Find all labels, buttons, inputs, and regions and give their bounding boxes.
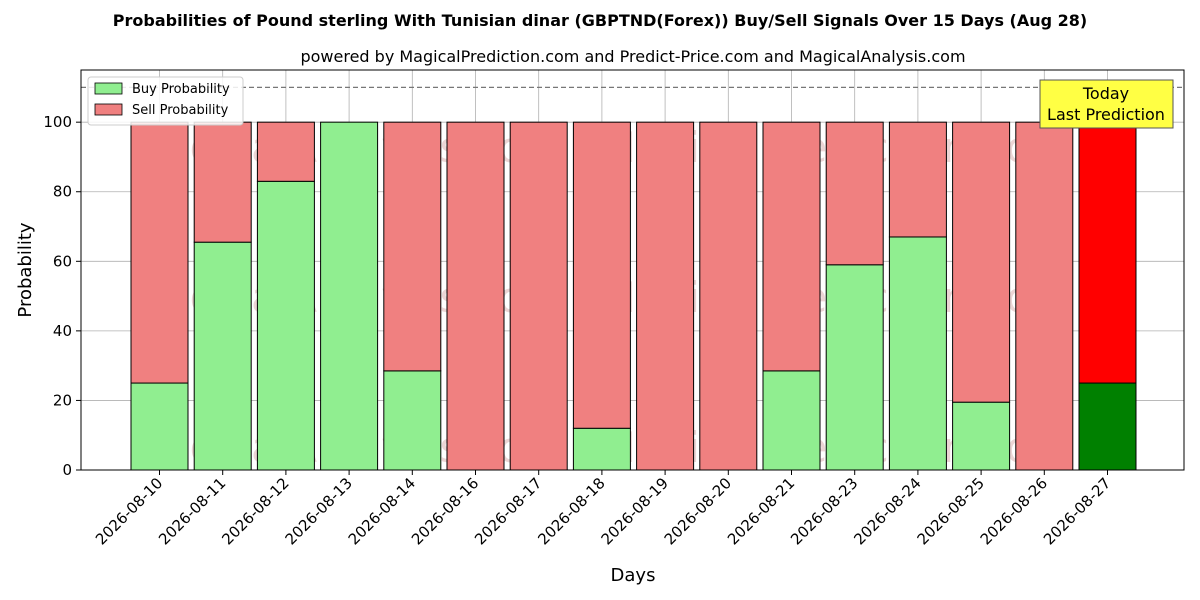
legend: Buy Probability Sell Probability	[87, 76, 244, 126]
chart-title: Probabilities of Pound sterling With Tun…	[113, 11, 1087, 30]
x-tick-label: 2026-08-11	[155, 474, 229, 548]
legend-label-sell: Sell Probability	[132, 103, 229, 118]
bar-sell	[572, 121, 631, 429]
bar-sell	[383, 121, 442, 372]
chart-subtitle: powered by MagicalPrediction.com and Pre…	[300, 47, 965, 66]
bar-buy	[383, 370, 442, 471]
x-tick-label: 2026-08-21	[724, 474, 798, 548]
x-tick-label: 2026-08-14	[345, 474, 419, 548]
x-axis-label: Days	[611, 565, 656, 586]
plot-frame	[80, 69, 1185, 471]
bar-sell	[256, 121, 315, 182]
bar-sell	[1078, 121, 1137, 384]
bar-sell	[825, 121, 884, 266]
bars	[130, 121, 1137, 471]
x-tick-label: 2026-08-23	[787, 474, 861, 548]
annotation-line-today: Today	[1082, 84, 1129, 103]
x-tick-label: 2026-08-13	[282, 474, 356, 548]
bar-sell	[636, 121, 695, 471]
y-tick-label: 20	[53, 391, 72, 409]
bar-buy	[825, 264, 884, 471]
bar-buy	[888, 236, 947, 471]
y-tick-label: 0	[62, 461, 72, 479]
legend-swatch-buy	[94, 82, 123, 95]
y-axis-label: Probability	[15, 222, 36, 317]
bar-sell	[888, 121, 947, 238]
annotation-box	[1039, 79, 1174, 129]
x-tick-label: 2026-08-27	[1040, 474, 1114, 548]
x-tick-label: 2026-08-24	[850, 474, 924, 548]
x-tick-label: 2026-08-12	[218, 474, 292, 548]
x-tick-label: 2026-08-26	[977, 474, 1051, 548]
x-tick-label: 2026-08-25	[914, 474, 988, 548]
bar-sell	[446, 121, 505, 471]
x-tick-label: 2026-08-18	[534, 474, 608, 548]
bar-buy	[130, 382, 189, 471]
bar-buy	[193, 241, 252, 471]
legend-box	[87, 76, 244, 126]
x-tick-label: 2026-08-16	[408, 474, 482, 548]
bar-buy	[320, 121, 379, 471]
x-tick-label: 2026-08-17	[471, 474, 545, 548]
bar-sell	[509, 121, 568, 471]
legend-swatch-sell	[94, 103, 123, 116]
legend-label-buy: Buy Probability	[132, 82, 230, 97]
bar-buy	[1078, 382, 1137, 471]
x-tick-label: 2026-08-19	[598, 474, 672, 548]
bar-sell	[952, 121, 1011, 403]
y-tick-label: 60	[53, 252, 72, 270]
y-tick-label: 100	[43, 113, 72, 131]
x-tick-label: 2026-08-10	[92, 474, 166, 548]
today-annotation: Today Last Prediction	[1039, 79, 1174, 129]
y-tick-label: 40	[53, 322, 72, 340]
y-tick-label: 80	[53, 183, 72, 201]
bar-buy	[952, 401, 1011, 471]
bar-buy	[572, 427, 631, 471]
x-tick-label: 2026-08-20	[661, 474, 735, 548]
bar-sell	[193, 121, 252, 243]
bar-buy	[762, 370, 821, 471]
annotation-line-last-prediction: Last Prediction	[1047, 105, 1165, 124]
bar-buy	[256, 180, 315, 471]
bar-sell	[699, 121, 758, 471]
bar-sell	[130, 121, 189, 384]
bar-sell	[762, 121, 821, 372]
bar-sell	[1015, 121, 1074, 471]
